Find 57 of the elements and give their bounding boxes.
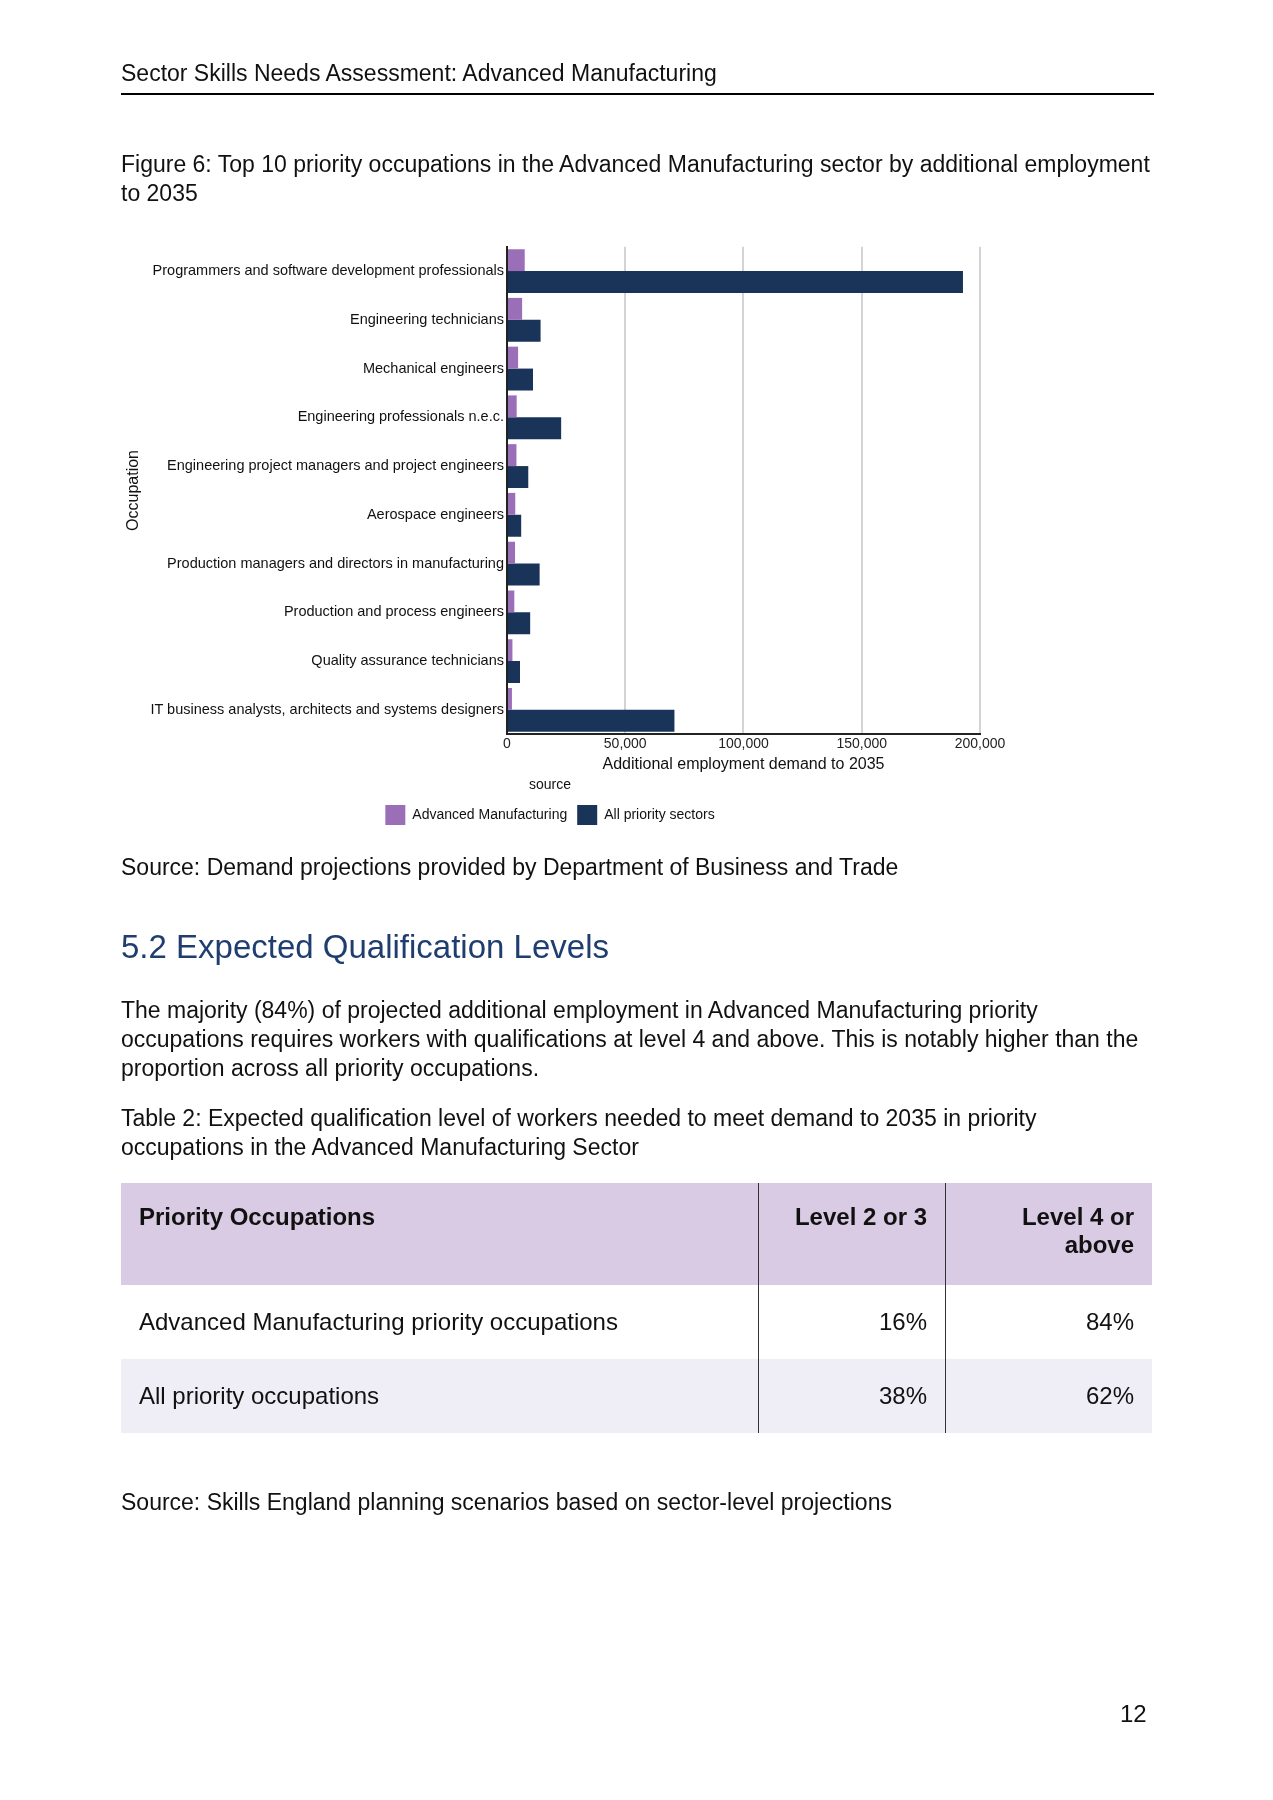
bar	[507, 590, 515, 613]
bar	[507, 271, 963, 294]
x-tick-label: 50,000	[603, 735, 647, 752]
bar	[507, 687, 512, 710]
bar	[507, 346, 519, 369]
y-tick-label: IT business analysts, architects and systems designers	[150, 700, 504, 717]
text: All priority occupations	[121, 1359, 759, 1433]
text: Sector Skills Needs Assessment: Advanced Manufacturing	[121, 60, 1154, 95]
y-tick-label: Engineering professionals n.e.c.	[297, 408, 504, 425]
text: Priority Occupations	[121, 1183, 759, 1285]
caption: Table 2: Expected qualification level of workers needed to meet demand to 2035 in priority occupations in the Advanced Manufacturing Sector	[121, 1104, 1038, 1162]
chart-title: Figure 6: Top 10 priority occupations in the Advanced Manufacturing sector by additional employment to 2035	[121, 150, 1151, 208]
bar	[507, 319, 541, 342]
y-tick-label: Programmers and software development professionals	[152, 262, 504, 279]
text: Advanced Manufacturing priority occupations	[138, 1307, 619, 1337]
bar	[507, 563, 540, 586]
x-tick-label: 150,000	[836, 735, 888, 752]
y-tick-label: Engineering project managers and project engineers	[167, 457, 504, 474]
legend-title: source	[528, 776, 572, 793]
text: Level 4 or above	[945, 1183, 1152, 1285]
x-tick-label: 0	[503, 735, 512, 752]
x-tick-label: 100,000	[718, 735, 770, 752]
legend-label: Advanced Manufacturing	[412, 805, 568, 822]
bar	[507, 417, 562, 440]
y-tick-label: Aerospace engineers	[366, 505, 504, 522]
source-note: Source: Demand projections provided by Department of Business and Trade	[121, 853, 900, 882]
bar	[507, 514, 522, 537]
bar	[507, 297, 523, 320]
bar	[507, 612, 531, 635]
text: 38%	[758, 1359, 946, 1433]
bar	[507, 541, 516, 564]
bar	[507, 466, 529, 489]
text: The majority (84%) of projected additional employment in Advanced Manufacturing priority occupations requires workers with qualifications at level 4 and above. This is notably higher than the proportion across all priority occupations.	[121, 996, 1140, 1083]
text: Level 2 or 3	[758, 1183, 946, 1285]
bar	[507, 709, 675, 732]
text: 5.2 Expected Qualification Levels	[121, 928, 609, 966]
bar	[507, 444, 517, 467]
bar	[507, 661, 520, 684]
bar	[507, 639, 513, 662]
y-tick-label: Mechanical engineers	[362, 359, 504, 376]
x-axis-title: Additional employment demand to 2035	[602, 755, 885, 773]
text: 12	[1120, 1700, 1147, 1728]
y-tick-label: Production managers and directors in manufacturing	[167, 554, 504, 571]
bar	[507, 368, 534, 391]
x-tick-label: 200,000	[954, 735, 1006, 752]
legend-label: All priority sectors	[604, 805, 715, 822]
bar	[507, 492, 516, 515]
y-tick-label: Production and process engineers	[283, 603, 504, 620]
bar	[507, 249, 525, 272]
y-tick-label: Quality assurance technicians	[311, 652, 504, 669]
bar	[507, 395, 517, 418]
y-tick-label: Engineering technicians	[350, 310, 504, 327]
text: 16%	[758, 1285, 946, 1359]
text: 84%	[945, 1285, 1152, 1359]
y-axis-title: Occupation	[124, 449, 142, 531]
text: 62%	[945, 1359, 1152, 1433]
source-note: Source: Skills England planning scenarios based on sector-level projections	[121, 1488, 893, 1517]
